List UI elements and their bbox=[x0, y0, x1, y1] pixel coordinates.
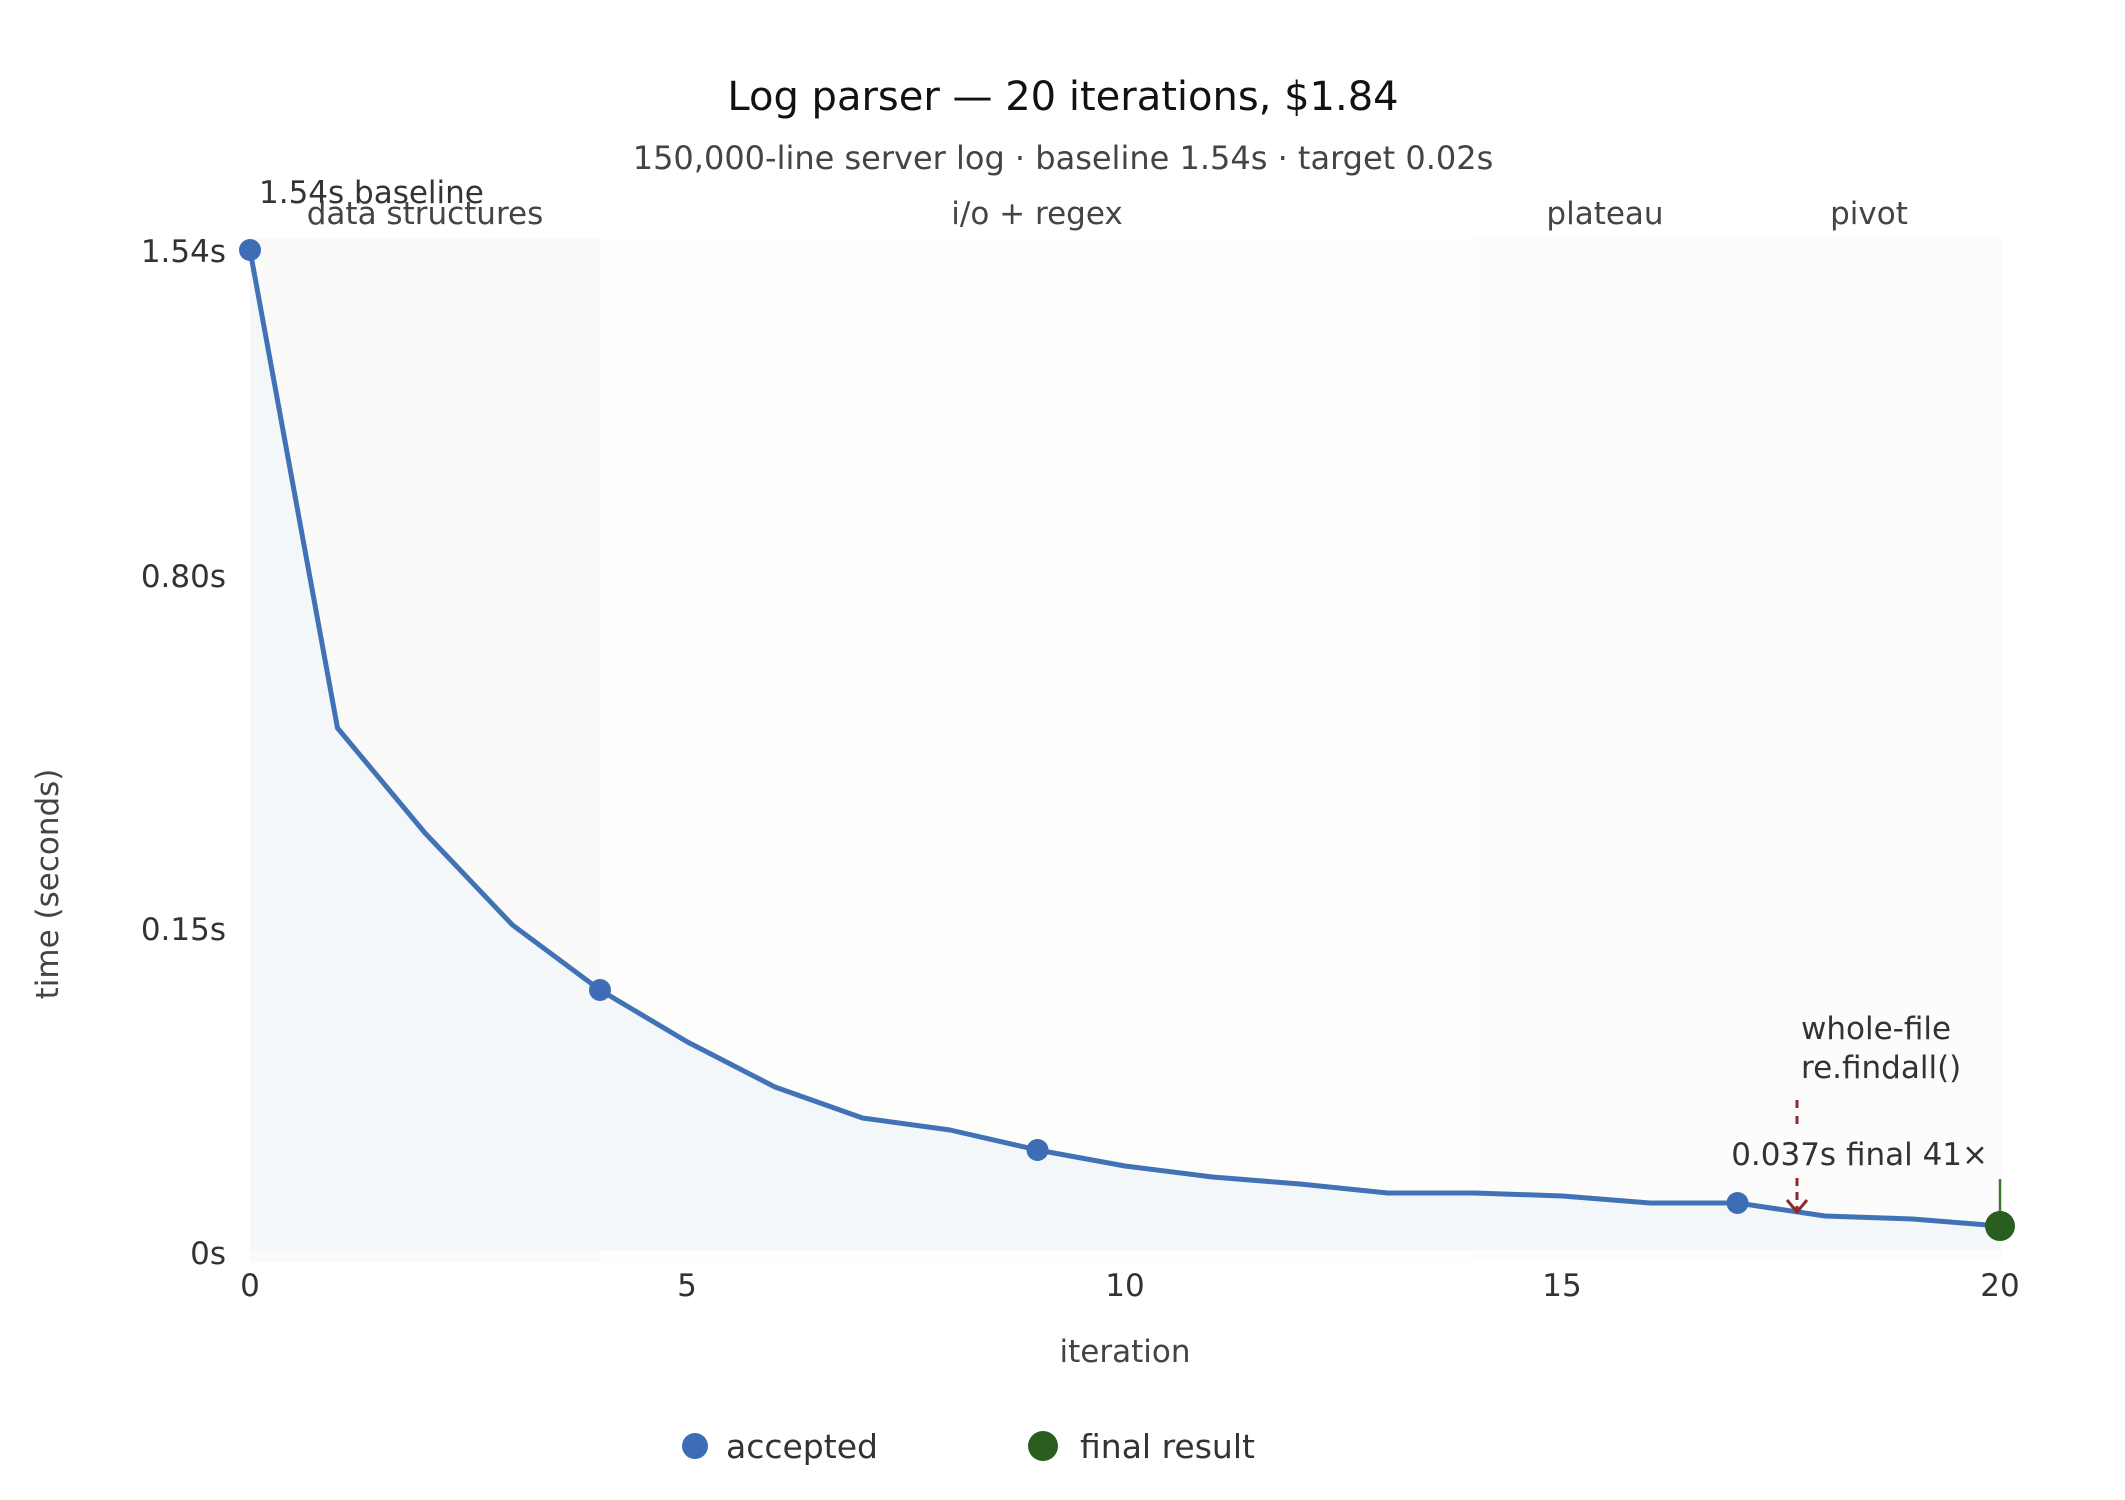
x-tick-5: 5 bbox=[677, 1268, 697, 1304]
band-pivot bbox=[1737, 238, 2002, 1262]
phase-label-plateau: plateau bbox=[1546, 196, 1663, 232]
x-tick-20: 20 bbox=[1980, 1268, 2019, 1304]
pivot-annotation-line1: whole-file bbox=[1801, 1011, 1951, 1047]
x-axis-label: iteration bbox=[1060, 1334, 1191, 1370]
legend-label-accepted: accepted bbox=[726, 1427, 878, 1466]
phase-label-io-regex: i/o + regex bbox=[951, 196, 1122, 232]
x-tick-0: 0 bbox=[240, 1268, 260, 1304]
final-result-dot-icon bbox=[1028, 1431, 1058, 1461]
phase-label-pivot: pivot bbox=[1830, 196, 1908, 232]
time-line bbox=[247, 249, 2001, 1229]
pivot-arrow-head-icon bbox=[1785, 1199, 1809, 1215]
pivot-annotation-line2: re.findall() bbox=[1801, 1050, 1961, 1086]
y-tick-0: 0s bbox=[190, 1236, 226, 1272]
x-tick-15: 15 bbox=[1542, 1268, 1581, 1304]
accepted-marker[interactable] bbox=[1726, 1192, 1749, 1214]
legend: accepted final result bbox=[682, 1427, 1255, 1466]
y-tick-0-15: 0.15s bbox=[141, 912, 226, 948]
legend-label-final-result: final result bbox=[1080, 1427, 1255, 1466]
accepted-dot-icon bbox=[682, 1433, 708, 1459]
area-fill bbox=[250, 250, 2000, 1250]
band-plateau bbox=[1475, 238, 1737, 1262]
final-result-marker[interactable] bbox=[1985, 1211, 2015, 1241]
chart-subtitle: 150,000-line server log · baseline 1.54s… bbox=[633, 139, 1494, 177]
final-annotation: 0.037s final 41× bbox=[1731, 1137, 1988, 1173]
phase-label-data-structures: data structures bbox=[307, 196, 544, 232]
x-tick-10: 10 bbox=[1105, 1268, 1144, 1304]
legend-item-final-result[interactable]: final result bbox=[1028, 1427, 1255, 1466]
accepted-marker[interactable] bbox=[239, 239, 261, 261]
y-tick-1-54: 1.54s bbox=[141, 234, 226, 270]
accepted-markers bbox=[239, 239, 1749, 1214]
legend-item-accepted[interactable]: accepted bbox=[682, 1427, 878, 1466]
accepted-marker[interactable] bbox=[589, 979, 611, 1001]
accepted-marker[interactable] bbox=[1026, 1139, 1049, 1161]
y-tick-0-80: 0.80s bbox=[141, 559, 226, 595]
chart-title: Log parser — 20 iterations, $1.84 bbox=[727, 74, 1398, 120]
y-axis-label: time (seconds) bbox=[30, 769, 66, 1000]
baseline-annotation: 1.54s baseline bbox=[259, 175, 484, 211]
